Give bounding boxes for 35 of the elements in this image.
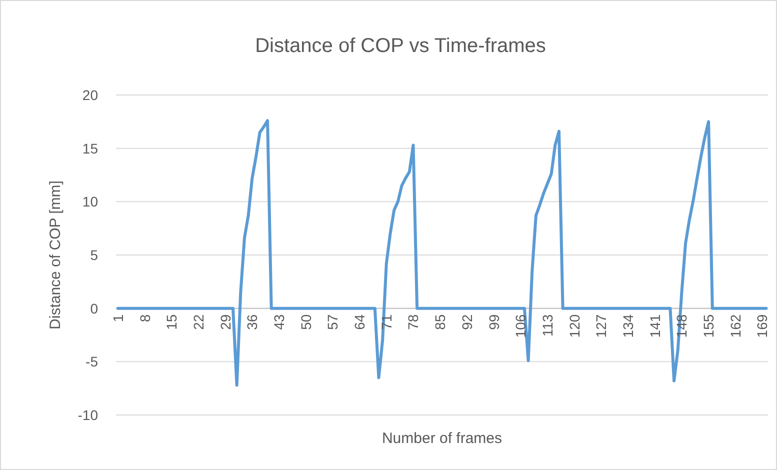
chart-title: Distance of COP vs Time-frames bbox=[255, 35, 546, 57]
x-tick-label: 155 bbox=[700, 314, 717, 338]
y-tick-label: 5 bbox=[90, 247, 98, 263]
x-tick-label: 113 bbox=[539, 314, 556, 337]
x-tick-label: 57 bbox=[324, 314, 341, 330]
x-tick-label: 92 bbox=[458, 314, 475, 330]
x-tick-label: 1 bbox=[110, 314, 126, 322]
y-axis-title: Distance of COP [mm] bbox=[47, 180, 64, 330]
x-tick-label: 29 bbox=[217, 314, 234, 330]
x-tick-label: 22 bbox=[190, 314, 206, 330]
x-tick-label: 50 bbox=[298, 314, 314, 330]
x-tick-label: 141 bbox=[646, 314, 663, 338]
y-tick-label: 15 bbox=[82, 140, 98, 156]
y-tick-label: 20 bbox=[82, 87, 98, 103]
x-tick-label: 162 bbox=[727, 314, 744, 338]
y-tick-label: -10 bbox=[78, 407, 98, 423]
x-tick-label: 15 bbox=[164, 314, 180, 330]
x-tick-label: 106 bbox=[512, 314, 529, 338]
x-tick-label: 120 bbox=[566, 314, 582, 338]
x-axis-title: Number of frames bbox=[382, 430, 502, 447]
x-tick-label: 127 bbox=[593, 314, 610, 338]
x-tick-label: 8 bbox=[136, 314, 153, 322]
x-tick-label: 134 bbox=[620, 314, 636, 338]
x-tick-label: 36 bbox=[244, 314, 260, 330]
x-tick-label: 148 bbox=[674, 314, 690, 338]
x-tick-label: 43 bbox=[271, 314, 287, 330]
y-tick-label: -5 bbox=[86, 354, 98, 370]
y-tick-label: 10 bbox=[82, 194, 98, 210]
x-tick-label: 71 bbox=[378, 314, 394, 330]
x-tick-label: 78 bbox=[405, 314, 422, 330]
y-tick-label: 0 bbox=[90, 300, 98, 316]
x-tick-label: 64 bbox=[352, 314, 368, 330]
x-tick-label: 85 bbox=[432, 314, 448, 330]
x-tick-label: 169 bbox=[754, 314, 770, 338]
x-tick-label: 99 bbox=[486, 314, 502, 330]
